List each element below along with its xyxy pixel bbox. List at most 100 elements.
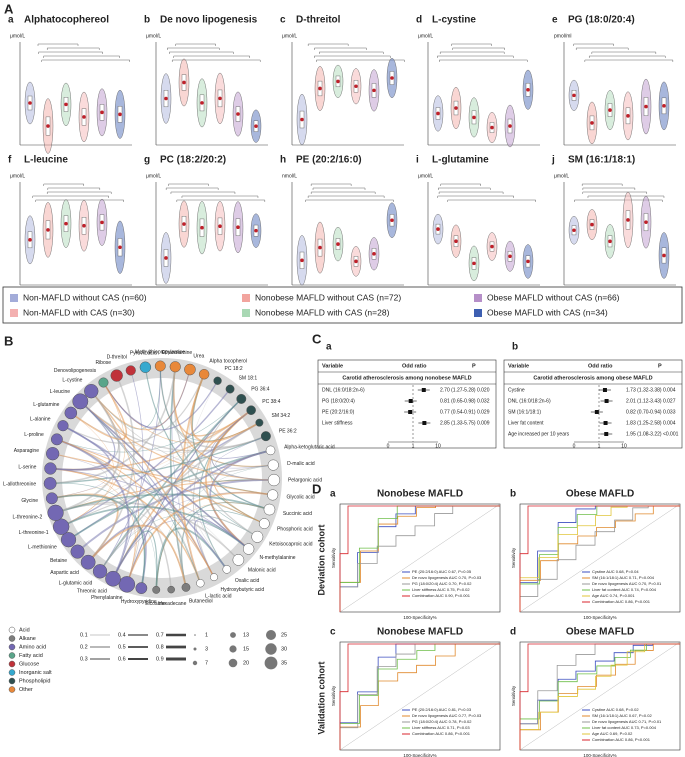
edge — [205, 409, 252, 550]
mean-dot — [46, 124, 50, 128]
node — [258, 518, 270, 529]
y-axis-title: Sensitivity — [511, 547, 516, 568]
mean-dot — [236, 225, 240, 229]
node-label: L-proline — [24, 432, 44, 438]
node-label: Urea — [193, 353, 204, 359]
y-axis-title: Sensitivity — [511, 685, 516, 706]
roc-curve — [339, 505, 500, 612]
node-label: N-methylalanine — [259, 555, 295, 561]
row-label: DNL (16:0/18:2n-6) — [508, 398, 551, 404]
plot-letter: h — [280, 155, 286, 166]
panel-label: D — [312, 481, 321, 496]
node — [198, 369, 210, 380]
significance-bracket — [43, 55, 120, 58]
mean-dot — [164, 96, 168, 101]
x-axis-title: 100-Specificity% — [403, 615, 436, 620]
roc-legend-label: Cystine AUC 0.68, P=0.04 — [592, 569, 639, 574]
node-size-label: 15 — [243, 646, 249, 652]
mean-dot — [526, 87, 530, 92]
or-tick: 10 — [621, 443, 627, 449]
node — [92, 564, 108, 579]
node — [57, 420, 69, 432]
mean-dot — [354, 84, 358, 89]
significance-bracket — [43, 183, 85, 186]
mean-dot — [472, 261, 476, 266]
diagonal — [519, 641, 681, 751]
mean-dot — [454, 239, 458, 244]
plot-title: Alphatocophereol — [24, 15, 109, 26]
legend-box — [2, 286, 683, 324]
plot-title: De novo lipogenesis — [160, 15, 258, 26]
or-tick: 0 — [387, 443, 390, 449]
roc-legend-label: Age AUC 0.74, P=0.001 — [592, 593, 635, 598]
edge — [87, 524, 187, 588]
node-label: Hexadecane — [158, 601, 186, 607]
edge-width-label: 0.9 — [156, 656, 164, 662]
legend-label: Non-MAFLD without CAS (n=60) — [23, 292, 147, 302]
node-size-sample — [192, 660, 198, 666]
significance-bracket — [176, 199, 266, 202]
roc-legend-label: PE (20:2/16:0) AUC 0.67, P=0.05 — [412, 569, 472, 574]
roc-title: Obese MAFLD — [566, 627, 634, 638]
mean-dot — [118, 112, 122, 117]
edge — [51, 495, 157, 590]
class-label: Alkane — [19, 636, 36, 642]
plot-unit: μmol/L — [282, 33, 297, 39]
plot-letter: c — [280, 15, 286, 26]
table-header: Odd ratio — [402, 363, 427, 369]
node-size-sample — [228, 658, 238, 668]
edge-width-label: 0.1 — [80, 632, 88, 638]
edge-width-label: 0.4 — [118, 632, 126, 638]
node-size-label: 13 — [243, 632, 249, 638]
significance-bracket — [584, 59, 674, 62]
plot-unit: μmol/L — [146, 33, 161, 39]
node — [251, 530, 264, 543]
node-label: Hydroxybutyric acid — [221, 587, 265, 593]
row-label: DNL (16:0/18:2n-6) — [322, 387, 365, 393]
or-tick: 1 — [598, 443, 601, 449]
roc-letter: a — [330, 489, 336, 500]
row-label: Liver stiffness — [322, 420, 353, 426]
legend-swatch — [10, 309, 18, 317]
panel-label: B — [4, 333, 13, 348]
mean-dot — [254, 228, 258, 233]
plot-title: L-leucine — [24, 155, 68, 166]
edge — [102, 380, 219, 431]
node-label: L-methionine — [28, 545, 57, 551]
edge — [55, 390, 121, 514]
node-label: Ketoisocaproic acid — [269, 541, 313, 547]
edge-width-label: 0.6 — [118, 656, 126, 662]
edge — [99, 422, 260, 572]
node — [125, 365, 136, 376]
node — [50, 433, 63, 446]
roc-legend-label: Liver fat content AUC 0.74, P=0.004 — [592, 587, 657, 592]
node — [64, 406, 78, 420]
roc-title: Nonobese MAFLD — [377, 627, 463, 638]
edge — [156, 464, 274, 590]
node-size-sample — [194, 634, 196, 636]
table-frame — [317, 359, 497, 449]
mean-dot — [526, 259, 530, 264]
node-label: Threonic acid — [77, 589, 107, 595]
significance-bracket — [440, 183, 481, 186]
row-value: 1.83 (1.25-2.58) 0.004 — [626, 420, 676, 426]
node-label: PC 18:2 — [225, 366, 243, 372]
row-value: 0.77 (0.54-0.91) 0.029 — [440, 409, 490, 415]
node — [105, 570, 121, 587]
significance-bracket — [181, 195, 259, 198]
plot-title: D-threitol — [296, 15, 341, 26]
node — [44, 462, 57, 475]
legend-label: Nonobese MAFLD with CAS (n=28) — [255, 307, 390, 317]
roc-legend-label: Combination AUC 0.86, P<0.001 — [412, 731, 471, 736]
y-axis-title: Sensitivity — [331, 547, 336, 568]
edge-width-label: 0.5 — [118, 644, 126, 650]
significance-bracket — [581, 183, 623, 186]
node — [154, 360, 166, 372]
significance-bracket — [165, 187, 219, 190]
mean-dot — [318, 86, 322, 91]
significance-bracket — [438, 187, 491, 190]
table-letter: b — [512, 342, 518, 353]
edge — [126, 491, 273, 585]
mean-dot — [590, 222, 594, 227]
edge — [112, 449, 271, 580]
